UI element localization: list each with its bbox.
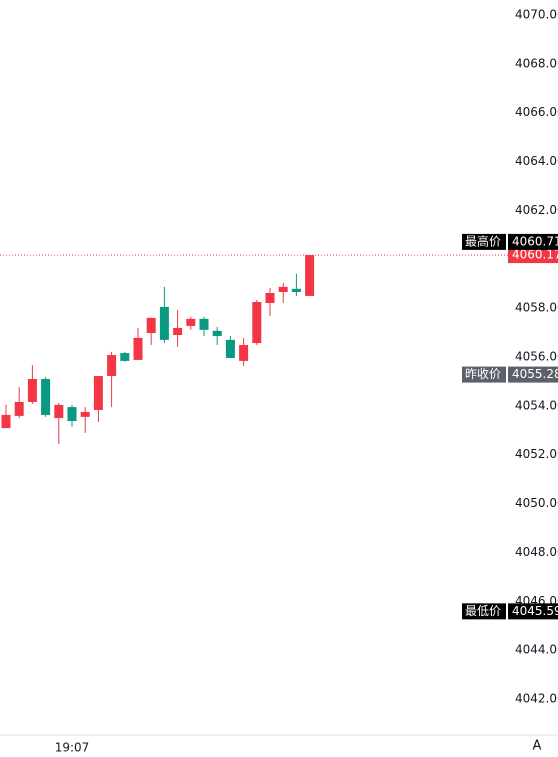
candle-body — [212, 330, 222, 336]
y-tick-label: 4054.00 — [515, 398, 558, 412]
candle-body — [265, 292, 275, 303]
current-price-label: 4060.17 — [512, 248, 558, 262]
autoscale-button[interactable]: A — [533, 739, 542, 754]
candle-body — [1, 414, 11, 429]
y-tick-label: 4062.00 — [515, 203, 558, 217]
price-name: 昨收价 — [465, 367, 501, 381]
candle-body — [93, 376, 103, 411]
y-tick-label: 4058.00 — [515, 301, 558, 315]
candle-body — [239, 345, 249, 361]
candle-body — [159, 306, 169, 340]
candle-body — [186, 318, 196, 326]
y-tick-label: 4050.00 — [515, 496, 558, 510]
candle-body — [291, 288, 301, 292]
price-name: 最高价 — [465, 233, 501, 248]
price-value-box — [508, 603, 558, 620]
price-value: 4060.71 — [512, 234, 558, 248]
price-name-box — [462, 233, 506, 250]
price-name-box — [462, 603, 506, 620]
y-tick-label: 4048.00 — [515, 545, 558, 559]
candle-body — [278, 286, 288, 292]
y-tick-label: 4042.00 — [515, 692, 558, 706]
candle-body — [305, 255, 315, 296]
candle-body — [41, 378, 51, 415]
y-tick-label: 4052.00 — [515, 447, 558, 461]
candle-body — [80, 411, 90, 417]
x-tick-label: 19:07 — [55, 741, 90, 755]
candle-body — [67, 407, 77, 422]
y-tick-label: 4068.00 — [515, 56, 558, 70]
candle-body — [225, 339, 235, 358]
candle-body — [173, 327, 183, 336]
candle-body — [27, 378, 37, 402]
y-tick-label: 4056.00 — [515, 349, 558, 363]
candle-body — [120, 353, 130, 361]
candle-body — [133, 337, 143, 360]
candle-body — [252, 302, 262, 344]
y-tick-label: 4064.00 — [515, 154, 558, 168]
price-value: 4045.59 — [512, 604, 558, 618]
price-name-box — [462, 366, 506, 383]
price-value-box — [508, 366, 558, 383]
y-tick-label: 4070.00 — [515, 7, 558, 21]
candle-body — [146, 317, 156, 334]
y-tick-label: 4066.00 — [515, 105, 558, 119]
candle-body — [199, 318, 209, 330]
candle-body — [107, 355, 117, 377]
price-value-box — [508, 233, 558, 250]
candle-body — [54, 404, 64, 419]
current-price-box — [508, 247, 558, 264]
price-name: 最低价 — [465, 604, 501, 618]
y-tick-label: 4044.00 — [515, 643, 558, 657]
price-value: 4055.28 — [512, 367, 558, 381]
candle-body — [14, 401, 24, 416]
